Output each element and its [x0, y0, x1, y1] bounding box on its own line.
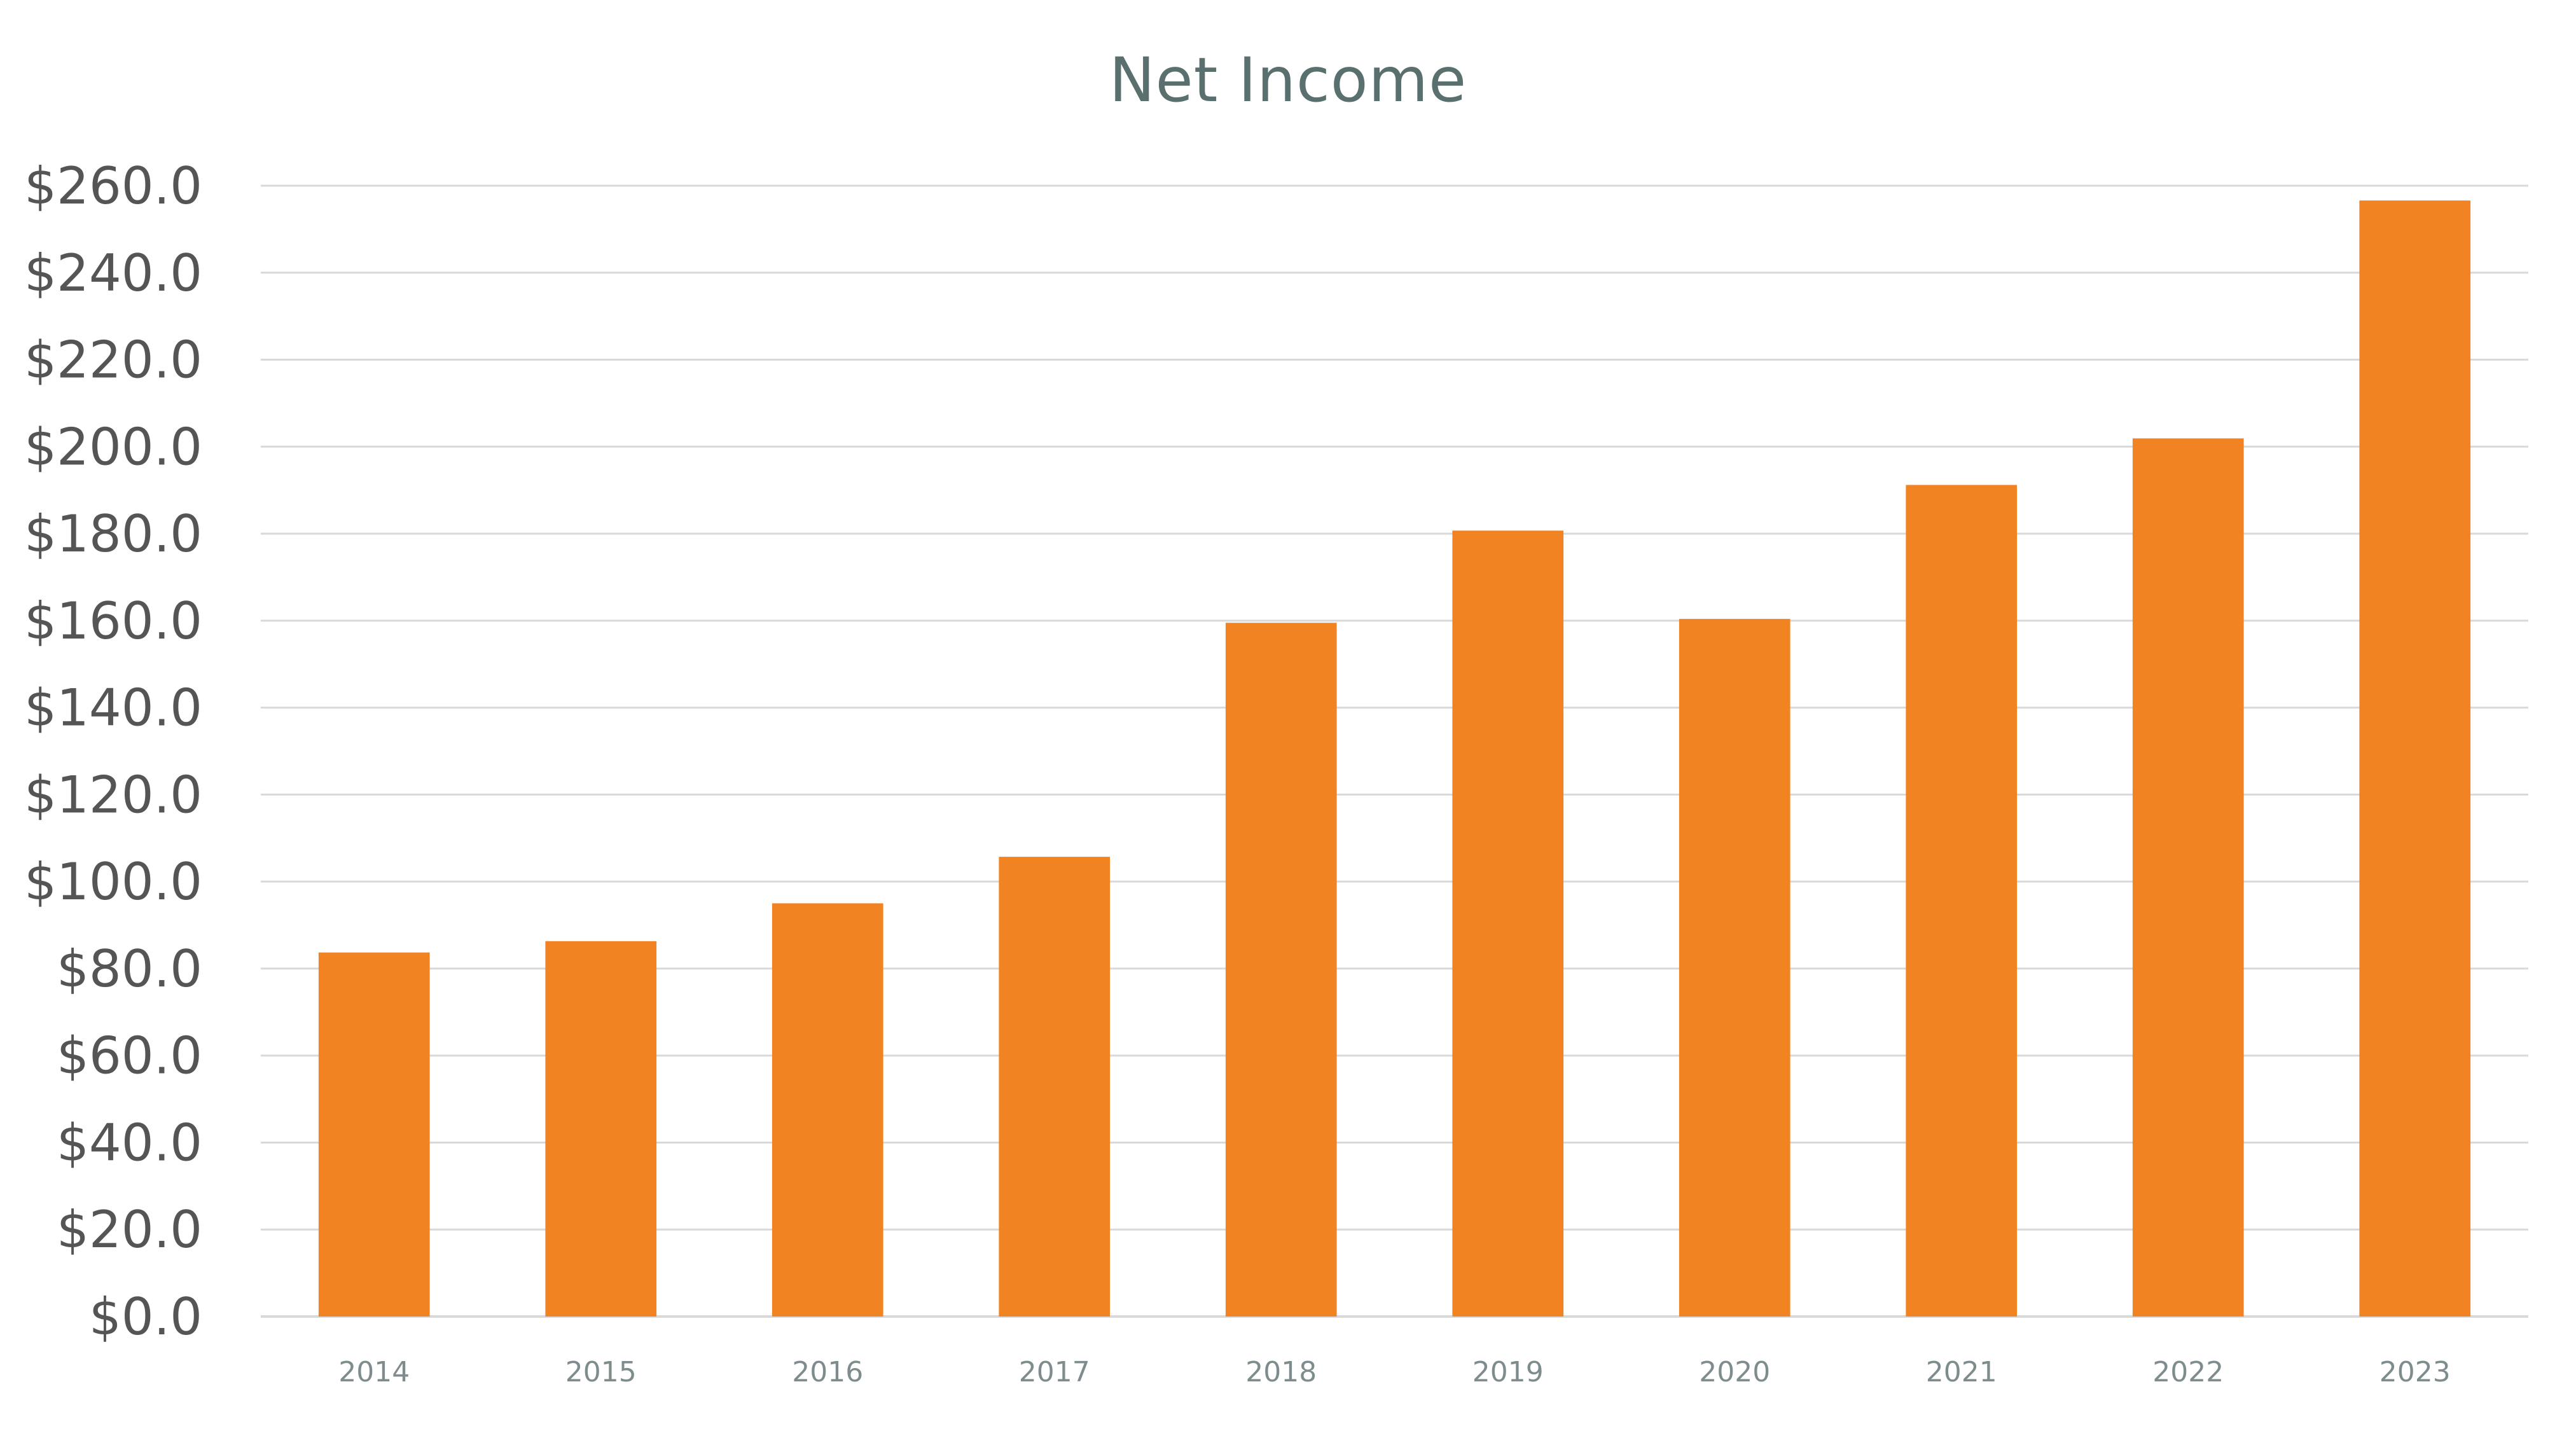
bar-2016 — [772, 903, 883, 1317]
bar-2018 — [1225, 623, 1337, 1317]
chart-title: Net Income — [1109, 45, 1467, 116]
x-tick-label-2017: 2017 — [1019, 1356, 1090, 1388]
bar-2014 — [318, 952, 430, 1317]
bar-2023 — [2359, 200, 2471, 1317]
y-axis-tick-labels: $0.0 $20.0 $40.0 $60.0 $80.0 $100.0 $120.0 $140… — [24, 156, 202, 1346]
y-tick-label: $180.0 — [24, 504, 202, 563]
x-tick-label-2020: 2020 — [1699, 1356, 1770, 1388]
x-tick-label-2023: 2023 — [2379, 1356, 2451, 1388]
bar-2019 — [1452, 530, 1564, 1317]
y-tick-label: $220.0 — [24, 331, 202, 390]
bars — [318, 200, 2471, 1317]
y-tick-label: $40.0 — [57, 1113, 202, 1172]
bar-2022 — [2132, 438, 2244, 1317]
y-tick-label: $0.0 — [89, 1287, 202, 1346]
y-tick-label: $260.0 — [24, 156, 202, 216]
y-tick-label: $100.0 — [24, 852, 202, 911]
y-tick-label: $140.0 — [24, 679, 202, 738]
x-tick-label-2018: 2018 — [1245, 1356, 1317, 1388]
bar-2021 — [1906, 485, 2018, 1317]
x-tick-label-2019: 2019 — [1472, 1356, 1544, 1388]
x-tick-label-2021: 2021 — [1926, 1356, 1997, 1388]
y-tick-label: $160.0 — [24, 591, 202, 651]
bar-2015 — [545, 941, 657, 1317]
x-tick-label-2014: 2014 — [338, 1356, 410, 1388]
bar-2017 — [999, 857, 1111, 1317]
y-tick-label: $60.0 — [57, 1027, 202, 1086]
y-tick-label: $200.0 — [24, 417, 202, 476]
x-tick-label-2016: 2016 — [792, 1356, 863, 1388]
bar-2020 — [1679, 619, 1790, 1317]
x-tick-label-2015: 2015 — [565, 1356, 637, 1388]
y-tick-label: $80.0 — [57, 939, 202, 999]
y-tick-label: $240.0 — [24, 244, 202, 303]
y-tick-label: $120.0 — [24, 765, 202, 824]
x-tick-label-2022: 2022 — [2152, 1356, 2224, 1388]
y-tick-label: $20.0 — [57, 1200, 202, 1259]
x-axis-tick-labels: 2014 2015 2016 2017 2018 2019 2020 2021 2022 2023 — [338, 1356, 2450, 1388]
